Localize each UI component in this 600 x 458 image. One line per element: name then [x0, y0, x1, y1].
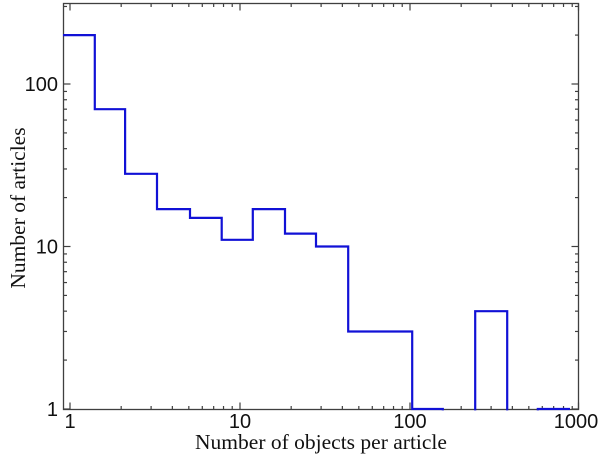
histogram-line: [63, 34, 570, 411]
x-tick-label: 1: [64, 411, 75, 433]
series: [63, 34, 570, 411]
y-axis-title: Number of articles: [6, 127, 30, 288]
x-axis-title: Number of objects per article: [195, 430, 447, 454]
axes: [62, 2, 580, 411]
x-tick-label: 100: [393, 411, 426, 433]
x-tick-label: 1000: [554, 411, 599, 433]
plot-box: [62, 2, 580, 411]
x-tick-label: 10: [229, 411, 251, 433]
tick-labels: 1 10 100 1000 1 10 100: [25, 74, 599, 433]
y-tick-label: 100: [25, 74, 58, 96]
y-tick-label: 1: [47, 399, 58, 421]
y-tick-label: 10: [36, 237, 58, 259]
